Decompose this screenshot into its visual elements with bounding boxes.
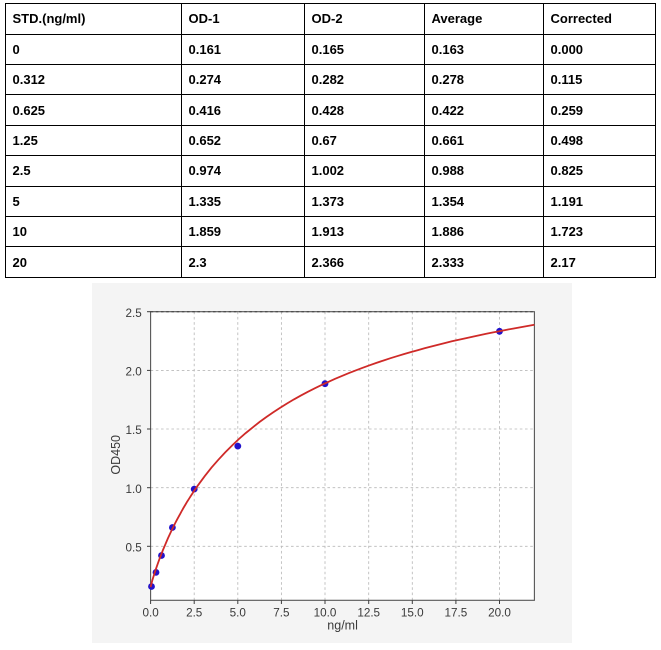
svg-text:1.5: 1.5 [126, 424, 143, 437]
svg-text:2.0: 2.0 [126, 366, 143, 379]
svg-text:0.5: 0.5 [126, 542, 143, 555]
svg-text:0.0: 0.0 [142, 607, 159, 620]
svg-text:15.0: 15.0 [401, 607, 424, 620]
svg-text:20.0: 20.0 [488, 607, 511, 620]
svg-text:12.5: 12.5 [357, 607, 380, 620]
svg-text:2.5: 2.5 [186, 607, 203, 620]
svg-text:5.0: 5.0 [230, 607, 247, 620]
svg-text:17.5: 17.5 [445, 607, 468, 620]
svg-text:OD450: OD450 [109, 435, 123, 475]
svg-text:2.5: 2.5 [126, 307, 143, 320]
svg-text:ng/ml: ng/ml [327, 619, 358, 633]
svg-text:10.0: 10.0 [314, 607, 337, 620]
svg-text:1.0: 1.0 [126, 483, 143, 496]
svg-text:7.5: 7.5 [273, 607, 290, 620]
